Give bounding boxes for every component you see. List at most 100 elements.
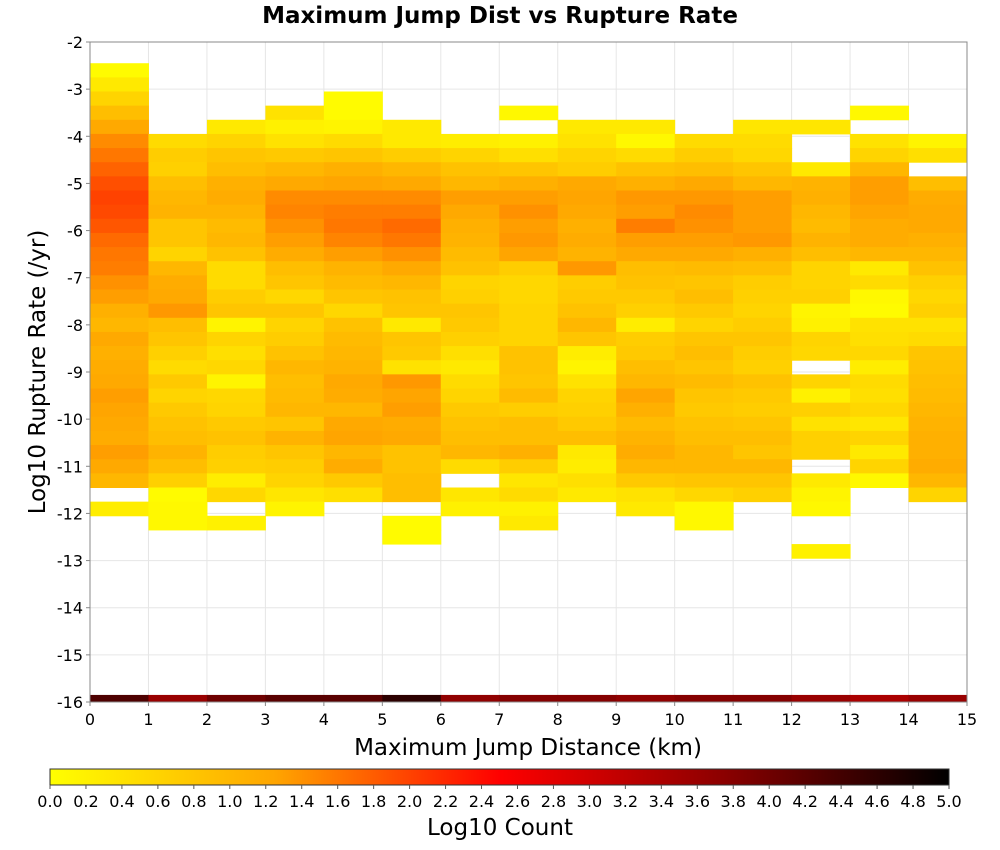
heatmap-cell (616, 445, 676, 460)
heatmap-cell (90, 261, 149, 276)
heatmap-cell (90, 402, 149, 418)
heatmap-cell (616, 430, 676, 446)
heatmap-cell (733, 360, 793, 375)
heatmap-cell (265, 402, 325, 418)
x-tick-label: 3 (260, 710, 270, 729)
heatmap-cell (382, 176, 442, 191)
heatmap-cell (499, 416, 559, 432)
heatmap-cell (557, 459, 617, 474)
heatmap-cell (382, 473, 442, 488)
heatmap-cell (148, 374, 208, 389)
heatmap-cell (850, 445, 910, 460)
heatmap-cell (616, 119, 676, 135)
heatmap-cell (850, 346, 910, 361)
heatmap-cell (382, 529, 442, 545)
heatmap-cell (323, 430, 383, 446)
heatmap-cell (148, 218, 208, 234)
heatmap-cell (557, 402, 617, 418)
colorbar-tick-label: 3.0 (577, 792, 602, 811)
heatmap-cell (616, 459, 676, 474)
heatmap-cell (382, 346, 442, 361)
heatmap-cell (791, 275, 851, 290)
heatmap-cell (440, 162, 500, 177)
heatmap-cell (850, 105, 910, 121)
heatmap-cell (850, 204, 910, 220)
heatmap-cell (557, 487, 617, 503)
heatmap-cell (557, 289, 617, 305)
heatmap-cell (382, 388, 442, 404)
heatmap-cell (265, 374, 325, 389)
x-tick-label: 14 (898, 710, 918, 729)
heatmap-cell (674, 445, 734, 460)
heatmap-cell (908, 402, 968, 418)
colorbar-tick-label: 2.2 (433, 792, 458, 811)
x-axis-label: Maximum Jump Distance (km) (354, 735, 702, 761)
heatmap-cell (908, 459, 968, 474)
heatmap-cell (323, 190, 383, 206)
heatmap-cell (323, 218, 383, 234)
heatmap-cell (791, 544, 851, 559)
colorbar-tick-label: 0.2 (73, 792, 98, 811)
heatmap-cell (90, 91, 149, 107)
colorbar-tick-label: 3.6 (685, 792, 710, 811)
heatmap-cell (499, 430, 559, 446)
heatmap-cell (323, 445, 383, 460)
heatmap-cell (382, 303, 442, 319)
heatmap-cell (850, 374, 910, 389)
heatmap-cell (323, 331, 383, 347)
heatmap-cell (791, 388, 851, 404)
colorbar-tick-label: 2.6 (505, 792, 530, 811)
heatmap-cell (265, 445, 325, 460)
heatmap-cell (440, 331, 500, 347)
heatmap-cell (733, 402, 793, 418)
heatmap-cell (90, 289, 149, 305)
x-tick-label: 11 (723, 710, 743, 729)
heatmap-cell (499, 694, 559, 703)
heatmap-cell (499, 331, 559, 347)
heatmap-cell (908, 303, 968, 319)
x-tick-label: 10 (664, 710, 684, 729)
heatmap-cell (733, 374, 793, 389)
heatmap-cell (674, 261, 734, 276)
colorbar-ticks: 0.0 0.2 0.4 0.6 0.8 1.0 1.2 1.4 1.6 1.8 2.0 2.2 2.4 2… (37, 785, 962, 811)
heatmap-cell (323, 162, 383, 177)
heatmap-cell (90, 218, 149, 234)
heatmap-cell (616, 204, 676, 220)
chart-title: Maximum Jump Dist vs Rupture Rate (262, 3, 738, 29)
heatmap-cell (265, 133, 325, 149)
heatmap-cell (499, 275, 559, 290)
heatmap-cell (674, 430, 734, 446)
heatmap-cell (148, 190, 208, 206)
heatmap-cell (440, 374, 500, 389)
colorbar-tick-label: 1.6 (325, 792, 350, 811)
heatmap-cell (733, 261, 793, 276)
heatmap-cell (733, 430, 793, 446)
heatmap-cell (499, 232, 559, 248)
heatmap-cell (616, 360, 676, 375)
heatmap-cell (323, 402, 383, 418)
colorbar-tick-label: 2.8 (541, 792, 566, 811)
heatmap-cell (499, 317, 559, 333)
heatmap-cell (908, 331, 968, 347)
heatmap-cell (148, 331, 208, 347)
x-tick-label: 8 (553, 710, 563, 729)
heatmap-cell (440, 487, 500, 503)
heatmap-cell (440, 218, 500, 234)
heatmap-cell (323, 119, 383, 135)
heatmap-cell (323, 459, 383, 474)
colorbar-tick-label: 4.2 (792, 792, 817, 811)
y-tick-label: -3 (67, 80, 83, 99)
heatmap-cell (382, 459, 442, 474)
heatmap-cell (206, 162, 266, 177)
heatmap-cell (265, 360, 325, 375)
colorbar-tick-label: 4.0 (756, 792, 781, 811)
heatmap-cell (265, 317, 325, 333)
heatmap-cell (206, 133, 266, 149)
heatmap-cell (499, 360, 559, 375)
heatmap-cell (850, 303, 910, 319)
heatmap-cell (733, 162, 793, 177)
heatmap-cell (733, 289, 793, 305)
colorbar-tick-label: 1.8 (361, 792, 386, 811)
heatmap-cell (148, 317, 208, 333)
heatmap-cell (499, 374, 559, 389)
